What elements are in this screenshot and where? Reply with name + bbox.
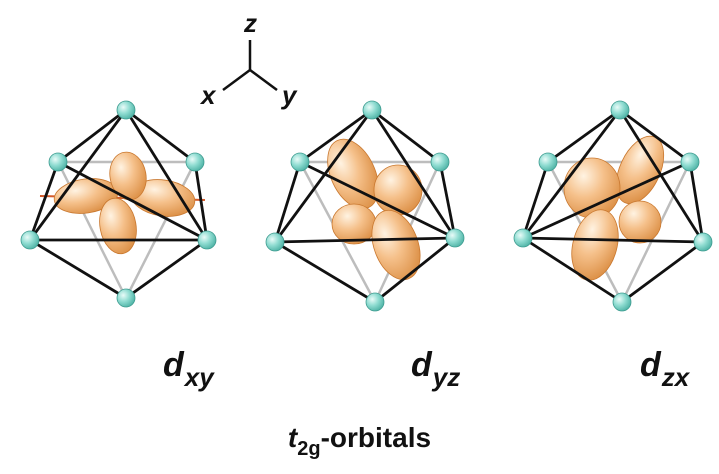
ligand-atom	[185, 152, 205, 172]
ligand-atom	[612, 292, 632, 312]
ligand-atom	[365, 292, 385, 312]
lobes-dyz	[327, 138, 423, 281]
ligand-atom	[20, 230, 40, 250]
caption-t: t	[287, 422, 298, 453]
x-axis-line	[222, 68, 251, 92]
ligand-atom	[610, 100, 630, 120]
ligand-atom	[197, 230, 217, 250]
ligand-atom	[513, 228, 533, 248]
orbital-lobe	[618, 200, 662, 244]
ligand-atom	[48, 152, 68, 172]
octahedron-dzx	[513, 100, 713, 312]
ligand-atom	[445, 228, 465, 248]
octahedron-dxy	[20, 100, 217, 308]
ligand-atom	[116, 288, 136, 308]
label-dxy: dxy	[163, 346, 214, 392]
y-axis-label: y	[280, 80, 298, 110]
orbital-lobe	[563, 157, 621, 219]
ligand-atom	[290, 152, 310, 172]
ligand-atom	[116, 100, 136, 120]
y-axis-line	[249, 68, 278, 92]
orbital-lobe	[327, 138, 379, 210]
ligand-atom	[430, 152, 450, 172]
ligand-atom	[538, 152, 558, 172]
orbital-lobe	[373, 164, 423, 216]
z-axis-label: z	[243, 8, 257, 38]
lobes-dzx	[563, 135, 665, 281]
coordinate-axes: z x y	[199, 8, 298, 110]
caption: t2g-orbitals	[0, 422, 719, 460]
caption-rest: -orbitals	[320, 422, 432, 453]
front-edges	[28, 108, 209, 300]
octahedron-dyz	[265, 100, 465, 312]
front-edges	[273, 108, 457, 304]
ligands	[265, 100, 465, 312]
ligand-atom	[693, 232, 713, 252]
x-axis-label: x	[199, 80, 217, 110]
label-dzx: dzx	[640, 346, 690, 392]
ligands	[513, 100, 713, 312]
ligands	[20, 100, 217, 308]
ligand-atom	[265, 232, 285, 252]
ligand-atom	[362, 100, 382, 120]
caption-subscript: 2g	[297, 438, 321, 460]
orbital-lobe	[331, 203, 377, 245]
front-edges	[521, 108, 705, 304]
orbital-lobe	[571, 209, 619, 281]
ligand-atom	[680, 152, 700, 172]
label-dyz: dyz	[411, 346, 461, 392]
